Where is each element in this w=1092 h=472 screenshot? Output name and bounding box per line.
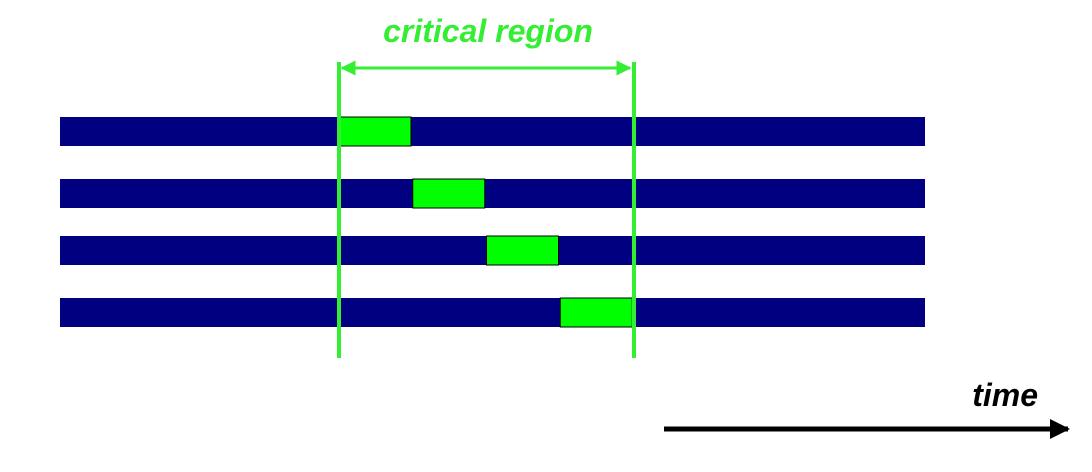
- thread-bar: [60, 117, 925, 146]
- time-label: time: [972, 377, 1038, 413]
- thread-bar: [60, 179, 925, 208]
- critical-region-title: critical region: [383, 13, 593, 49]
- thread-bar: [60, 298, 925, 327]
- critical-section-block: [338, 116, 412, 147]
- critical-section-block: [486, 235, 559, 266]
- thread-bars: [60, 116, 925, 328]
- critical-section-block: [412, 178, 486, 209]
- critical-section-block: [559, 297, 633, 328]
